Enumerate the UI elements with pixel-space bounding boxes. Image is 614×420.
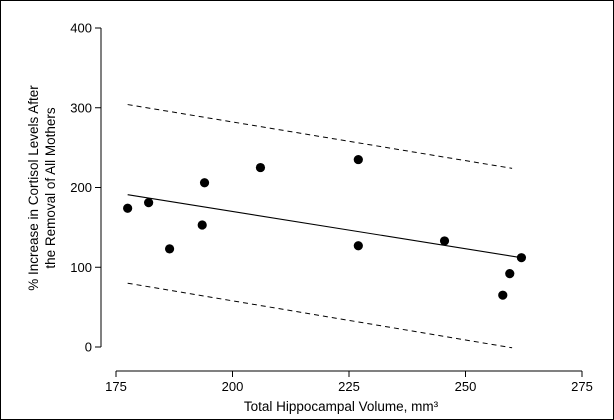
data-point — [197, 220, 207, 230]
y-tick-label: 300 — [70, 100, 92, 115]
x-tick-label: 225 — [338, 379, 360, 394]
y-axis-title-line-2: the Removal of All Mothers — [43, 107, 58, 269]
data-point — [505, 269, 515, 279]
data-points — [123, 154, 527, 300]
y-tick-label: 200 — [70, 180, 92, 195]
data-point — [144, 198, 154, 208]
data-point — [353, 241, 363, 251]
regression-line — [127, 194, 522, 259]
data-point — [123, 203, 133, 213]
y-tick-label: 100 — [70, 260, 92, 275]
y-tick-label: 400 — [70, 21, 92, 36]
upper-confidence-band — [127, 104, 513, 169]
x-tick-label: 250 — [455, 379, 477, 394]
x-tick-label: 200 — [222, 379, 244, 394]
axis-labels: Total Hippocampal Volume, mm³ % Increase… — [26, 85, 439, 414]
axes: 0 100 200 300 400 175 200 225 250 275 — [70, 21, 593, 395]
data-point — [498, 290, 508, 300]
y-axis-title-line-1: % Increase in Cortisol Levels After — [26, 85, 41, 291]
data-point — [199, 178, 210, 188]
x-axis-title: Total Hippocampal Volume, mm³ — [244, 399, 439, 414]
x-tick-label: 275 — [571, 379, 593, 394]
lower-confidence-band — [127, 282, 513, 349]
x-tick-label: 175 — [105, 379, 127, 394]
data-point — [353, 154, 363, 165]
data-point — [255, 162, 266, 173]
data-point — [439, 236, 450, 246]
regression-line-group — [127, 194, 522, 259]
data-point — [164, 244, 175, 254]
data-point — [516, 253, 527, 263]
y-tick-label: 0 — [85, 340, 92, 355]
confidence-bands — [127, 104, 513, 349]
